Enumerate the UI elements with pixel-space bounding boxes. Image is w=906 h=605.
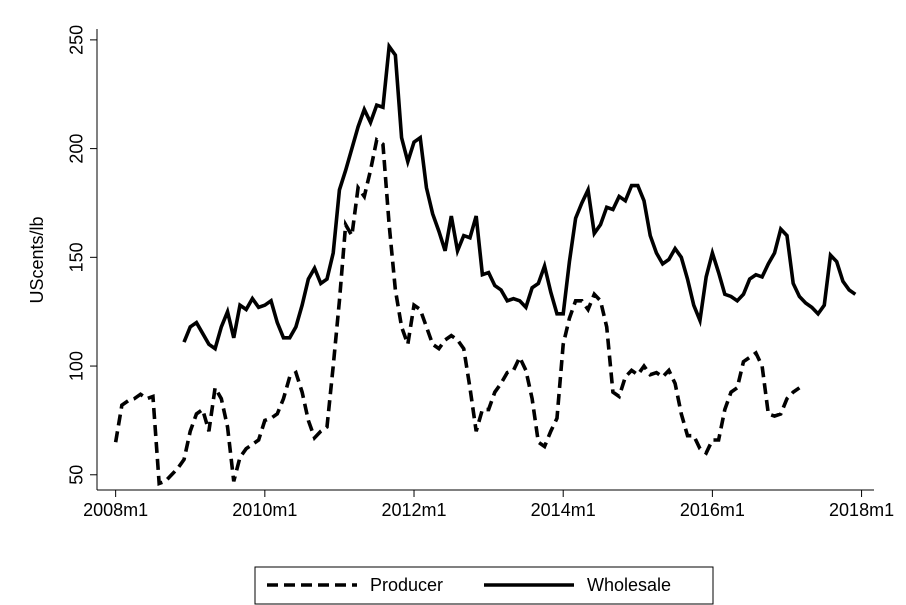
x-tick-label: 2008m1 <box>83 500 148 520</box>
x-tick-label: 2018m1 <box>829 500 894 520</box>
y-axis-title: UScents/lb <box>27 216 47 303</box>
series-line <box>182 41 857 352</box>
y-tick-label: 250 <box>67 25 87 55</box>
y-tick-label: 50 <box>67 465 87 485</box>
y-tick-label: 150 <box>67 242 87 272</box>
x-tick-label: 2012m1 <box>381 500 446 520</box>
legend-label: Wholesale <box>587 575 671 595</box>
series-line <box>113 136 801 486</box>
x-tick-label: 2010m1 <box>232 500 297 520</box>
y-tick-label: 200 <box>67 134 87 164</box>
x-tick-label: 2016m1 <box>680 500 745 520</box>
y-tick-label: 100 <box>67 351 87 381</box>
x-tick-label: 2014m1 <box>531 500 596 520</box>
legend-label: Producer <box>370 575 443 595</box>
